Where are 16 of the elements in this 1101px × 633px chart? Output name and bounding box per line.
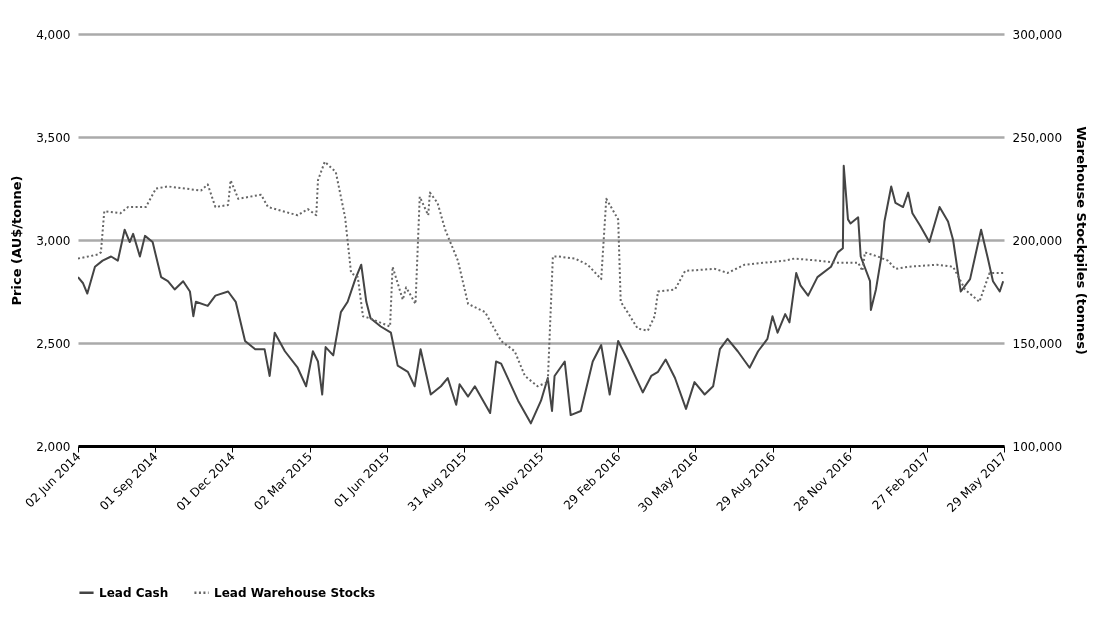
y2-tick-label: 100,000 [1012, 439, 1063, 454]
y-tick-label: 2,500 [36, 336, 71, 351]
y2-tick-label: 200,000 [1012, 233, 1063, 248]
legend-label: Lead Cash [99, 585, 169, 600]
y-axis-title: Price (AU$/tonne) [9, 175, 25, 306]
line-series [78, 160, 1004, 388]
y2-tick-label: 300,000 [1012, 27, 1063, 42]
y-tick-label: 4,000 [36, 27, 71, 42]
y2-axis-title: Warehouse Stockpiles (tonnes) [1074, 126, 1090, 355]
y2-tick-label: 250,000 [1012, 130, 1063, 145]
y-tick-label: 3,500 [36, 130, 71, 145]
y-tick-label: 3,000 [36, 233, 71, 248]
y2-tick-label: 150,000 [1012, 336, 1063, 351]
line-series [78, 164, 1004, 425]
y-tick-label: 2,000 [36, 439, 71, 454]
legend-label: Lead Warehouse Stocks [214, 585, 376, 600]
